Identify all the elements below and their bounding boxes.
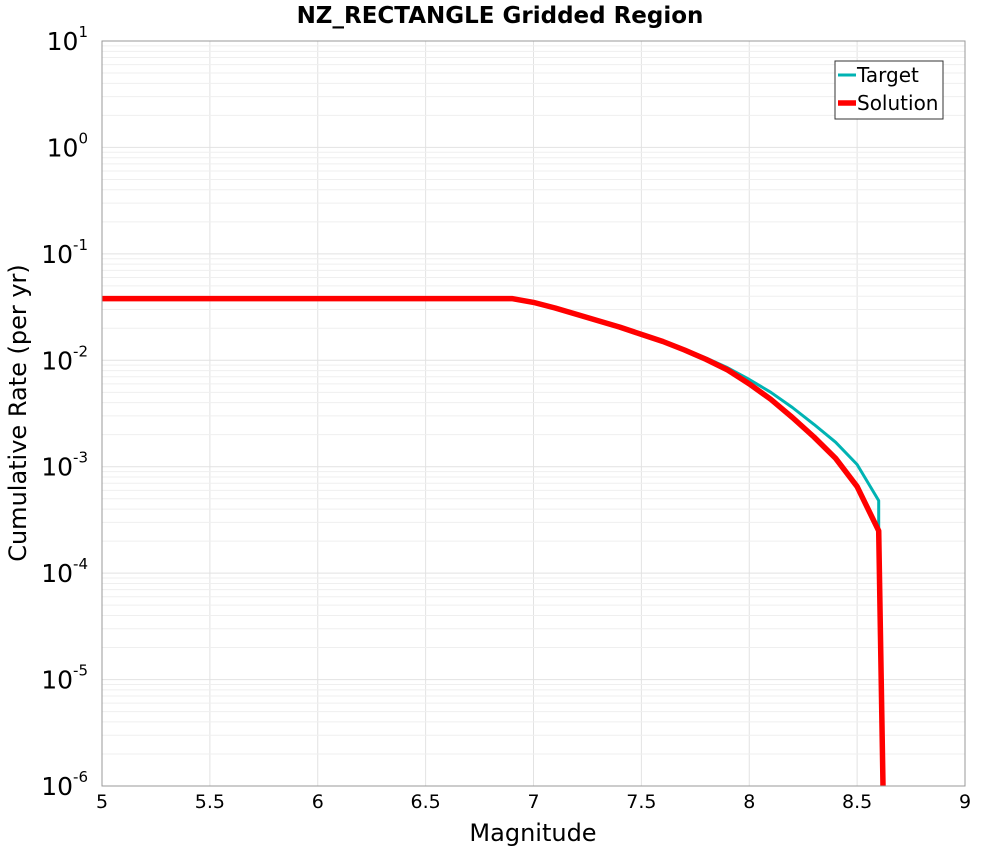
legend-label-solution: Solution [857, 91, 938, 115]
y-tick-label: 10-6 [41, 768, 88, 801]
series-group [102, 295, 886, 787]
grid [101, 40, 966, 787]
y-axis-label: Cumulative Rate (per yr) [4, 264, 32, 562]
x-axis-label: Magnitude [469, 819, 596, 847]
x-tick-labels: 5 5.5 6 6.5 7 7.5 8 8.5 9 [96, 791, 971, 813]
x-tick-label: 9 [959, 791, 971, 813]
legend-label-target: Target [856, 63, 919, 87]
x-tick-label: 7.5 [626, 791, 656, 813]
x-tick-label: 5.5 [195, 791, 225, 813]
x-tick-label: 6.5 [411, 791, 441, 813]
y-tick-label: 10-3 [41, 449, 88, 482]
y-tick-label: 101 [47, 23, 88, 56]
legend: Target Solution [834, 60, 944, 120]
x-tick-label: 5 [96, 791, 108, 813]
y-tick-label: 100 [47, 129, 88, 162]
y-tick-label: 10-5 [41, 662, 88, 695]
series-line-solution [102, 295, 886, 787]
x-tick-label: 8 [743, 791, 755, 813]
y-tick-label: 10-2 [41, 342, 88, 375]
legend-box [834, 60, 944, 120]
x-tick-label: 8.5 [842, 791, 872, 813]
plot-frame [101, 40, 966, 787]
x-tick-label: 7 [527, 791, 539, 813]
chart-title: NZ_RECTANGLE Gridded Region [297, 3, 704, 29]
x-tick-label: 6 [312, 791, 324, 813]
y-tick-label: 10-4 [41, 555, 88, 588]
y-tick-label: 10-1 [41, 236, 88, 269]
y-tick-labels: 101 100 10-1 10-2 10-3 10-4 10-5 10-6 [41, 23, 88, 801]
